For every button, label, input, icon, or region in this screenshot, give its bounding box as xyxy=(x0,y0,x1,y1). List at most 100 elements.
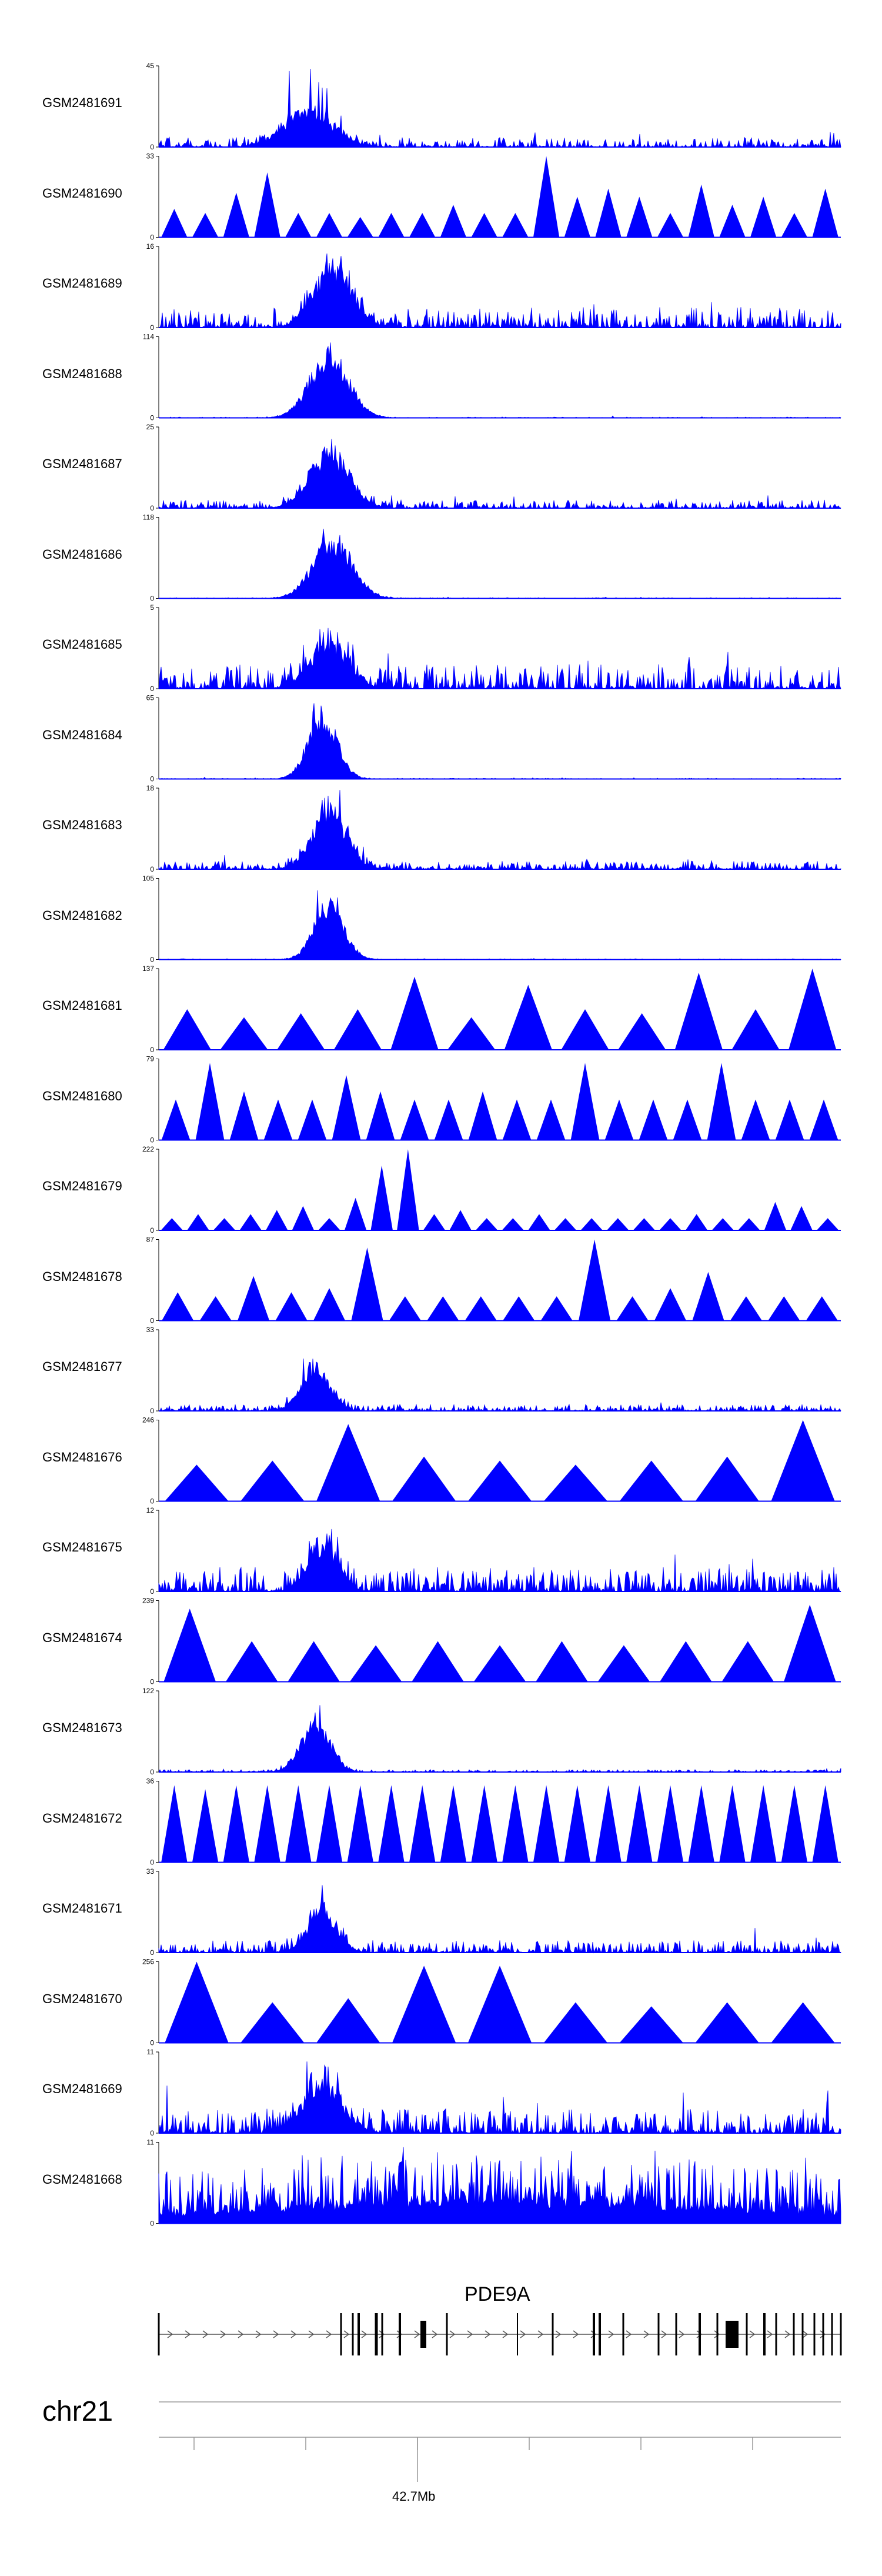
gene-exon xyxy=(813,2313,816,2355)
coverage-peak xyxy=(528,1214,550,1230)
strand-arrow xyxy=(220,2330,226,2338)
strand-arrow xyxy=(238,2330,244,2338)
coverage-area xyxy=(158,68,841,148)
coverage-peak xyxy=(750,196,777,238)
coverage-peak xyxy=(163,1009,211,1050)
strand-arrow xyxy=(626,2330,632,2338)
coverage-peak xyxy=(427,1296,459,1321)
y-min-label: 0 xyxy=(150,233,154,242)
strand-arrow xyxy=(573,2330,579,2338)
coverage-peak xyxy=(806,1296,838,1321)
coverage-peak xyxy=(688,1785,714,1863)
coverage-peak xyxy=(561,1009,609,1050)
coverage-peak xyxy=(275,1292,308,1321)
track-label-GSM2481676: GSM2481676 xyxy=(42,1449,122,1464)
coverage-peak xyxy=(657,213,684,238)
y-min-label: 0 xyxy=(150,1678,154,1686)
coverage-peak xyxy=(533,1785,560,1863)
strand-arrow xyxy=(379,2330,385,2338)
coverage-peak xyxy=(162,1292,194,1321)
coverage-peak xyxy=(316,1998,380,2043)
coverage-peak xyxy=(597,1645,650,1682)
y-min-label: 0 xyxy=(150,1497,154,1506)
gene-exon xyxy=(358,2313,360,2355)
coverage-peak xyxy=(692,1272,724,1321)
gene-exon xyxy=(381,2313,383,2355)
y-min-label: 0 xyxy=(150,323,154,332)
coverage-peak xyxy=(688,184,714,238)
strand-arrow xyxy=(696,2330,703,2338)
gene-exon xyxy=(420,2321,426,2348)
track-label-GSM2481685: GSM2481685 xyxy=(42,637,122,652)
y-max-label: 239 xyxy=(142,1597,154,1605)
track-label-GSM2481669: GSM2481669 xyxy=(42,2081,122,2097)
strand-arrow xyxy=(767,2330,773,2338)
coverage-peak xyxy=(503,1296,535,1321)
coverage-peak xyxy=(161,1785,188,1863)
y-max-label: 33 xyxy=(146,152,155,161)
coverage-peak xyxy=(579,1239,611,1321)
coverage-area xyxy=(158,528,841,599)
y-min-label: 0 xyxy=(150,1407,154,1415)
coverage-peak xyxy=(389,1296,421,1321)
coverage-peak xyxy=(195,1063,225,1140)
coverage-peak xyxy=(332,1075,361,1140)
strand-arrow xyxy=(714,2330,720,2338)
y-max-label: 25 xyxy=(146,423,155,431)
y-min-label: 0 xyxy=(150,2129,154,2137)
strand-arrow xyxy=(308,2330,315,2338)
coverage-peak xyxy=(423,1214,446,1230)
coverage-area xyxy=(158,439,841,509)
gene-exon xyxy=(517,2313,518,2355)
gene-exon xyxy=(599,2313,601,2355)
strand-arrow xyxy=(802,2330,808,2338)
strand-arrow xyxy=(449,2330,456,2338)
strand-arrow xyxy=(290,2330,297,2338)
y-min-label: 0 xyxy=(150,414,154,422)
coverage-peak xyxy=(771,2002,835,2043)
coverage-peak xyxy=(366,1091,395,1140)
y-max-label: 33 xyxy=(146,1326,155,1334)
coverage-peak xyxy=(771,1420,835,1501)
coverage-peak xyxy=(254,172,280,238)
track-label-GSM2481675: GSM2481675 xyxy=(42,1540,122,1555)
coverage-peak xyxy=(471,213,497,238)
y-max-label: 79 xyxy=(146,1055,155,1063)
coverage-peak xyxy=(349,1645,402,1682)
coverage-peak xyxy=(570,1063,600,1140)
strand-arrow xyxy=(326,2330,332,2338)
strand-arrow xyxy=(432,2330,438,2338)
coverage-peak xyxy=(344,1197,367,1230)
coverage-peak xyxy=(626,1785,653,1863)
coverage-peak xyxy=(277,1013,325,1050)
coverage-peak xyxy=(285,1785,312,1863)
coverage-peak xyxy=(434,1099,463,1140)
track-label-GSM2481680: GSM2481680 xyxy=(42,1088,122,1103)
coverage-area xyxy=(158,628,841,690)
y-max-label: 114 xyxy=(143,333,154,341)
coverage-peak xyxy=(392,1966,456,2043)
coverage-peak xyxy=(238,1276,270,1321)
coverage-peak xyxy=(378,1785,405,1863)
coverage-peak xyxy=(239,1214,262,1230)
coverage-peak xyxy=(397,1149,419,1230)
coverage-peak xyxy=(719,1785,746,1863)
track-label-GSM2481687: GSM2481687 xyxy=(42,456,122,472)
strand-arrow xyxy=(520,2330,526,2338)
coverage-peak xyxy=(163,1609,216,1682)
coverage-area xyxy=(158,253,841,329)
coverage-area xyxy=(158,1705,841,1773)
gene-exon xyxy=(158,2313,160,2355)
track-label-GSM2481671: GSM2481671 xyxy=(42,1901,122,1916)
coverage-peak xyxy=(285,213,312,238)
y-max-label: 246 xyxy=(142,1416,154,1424)
gene-exon xyxy=(801,2313,804,2355)
strand-arrow xyxy=(784,2330,791,2338)
coverage-peak xyxy=(465,1296,497,1321)
coverage-peak xyxy=(370,1165,393,1230)
y-min-label: 0 xyxy=(150,504,154,512)
coverage-peak xyxy=(783,1604,836,1682)
coverage-peak xyxy=(673,1099,702,1140)
y-max-label: 45 xyxy=(146,62,155,70)
track-label-GSM2481679: GSM2481679 xyxy=(42,1179,122,1194)
